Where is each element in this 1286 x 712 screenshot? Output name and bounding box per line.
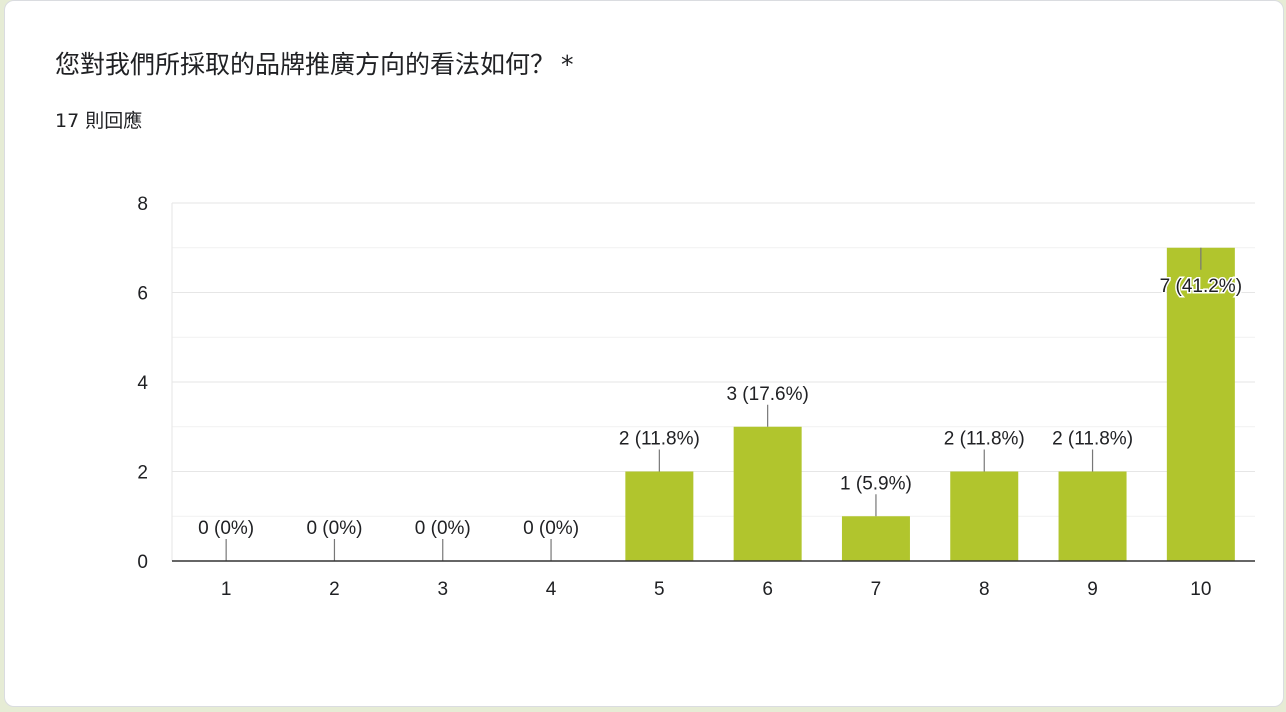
x-tick-label: 8 [979,579,990,600]
x-tick-label: 10 [1190,579,1211,600]
data-label: 3 (17.6%) [726,384,808,405]
response-count: 17 則回應 [55,110,143,132]
data-label: 0 (0%) [415,518,471,539]
question-title-row: 您對我們所採取的品牌推廣方向的看法如何？ * [55,45,574,81]
data-label: 2 (11.8%) [619,429,700,450]
y-tick-label: 4 [137,373,148,394]
data-label: 0 (0%) [523,518,579,539]
x-tick-label: 6 [762,579,773,600]
y-tick-label: 0 [137,552,148,573]
data-label: 0 (0%) [306,518,362,539]
data-label: 0 (0%) [198,518,254,539]
question-card: 您對我們所採取的品牌推廣方向的看法如何？ * 17 則回應 [4,0,1284,707]
bar [733,426,802,561]
y-tick-label: 2 [137,463,148,484]
x-tick-label: 2 [329,579,340,600]
x-tick-label: 1 [221,579,232,600]
x-tick-label: 9 [1087,579,1098,600]
bar [950,471,1019,561]
data-label: 7 (41.2%) [1160,276,1242,297]
y-tick-label: 6 [137,284,148,305]
data-label: 2 (11.8%) [944,429,1025,450]
x-tick-label: 4 [546,579,557,600]
x-tick-label: 3 [437,579,448,600]
data-label: 1 (5.9%) [840,473,912,494]
bar [1166,247,1235,561]
data-label: 2 (11.8%) [1052,429,1133,450]
required-asterisk: * [561,50,574,79]
x-tick-label: 7 [871,579,882,600]
bar [1058,471,1127,561]
x-tick-label: 5 [654,579,665,600]
bar [841,516,910,561]
question-title: 您對我們所採取的品牌推廣方向的看法如何？ [55,50,556,79]
y-tick-label: 8 [137,194,148,215]
bar [625,471,694,561]
